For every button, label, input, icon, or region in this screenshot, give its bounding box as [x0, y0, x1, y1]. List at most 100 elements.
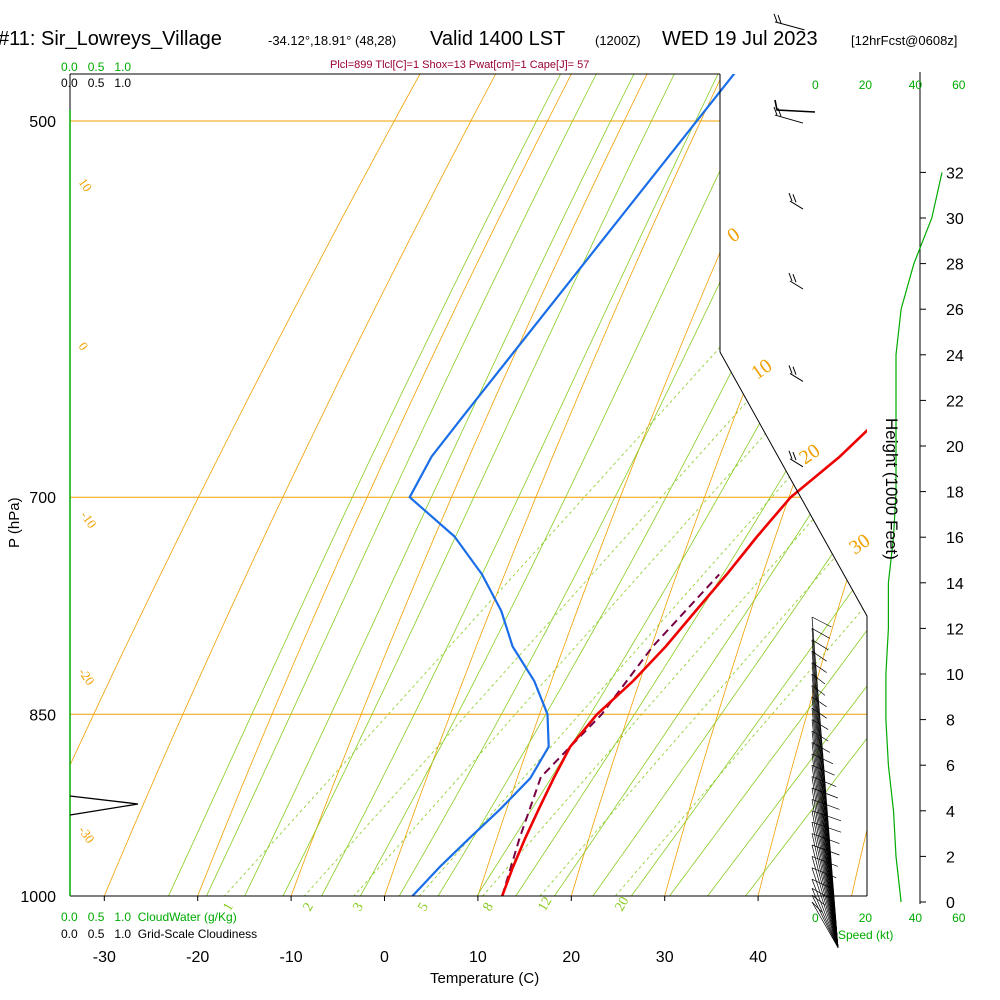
height-tick-label: 12 — [946, 621, 964, 638]
wind-shaft — [811, 822, 839, 948]
mixing-ratio-label: 12 — [535, 894, 555, 914]
height-tick-label: 4 — [946, 804, 955, 821]
wind-barb-upper — [774, 114, 804, 124]
wind-barb-top — [774, 99, 816, 113]
wind-barb-feather — [773, 13, 778, 23]
dry-adiabat-label: -30 — [76, 823, 98, 846]
moist-adiabat — [254, 74, 867, 896]
wind-shaft — [811, 844, 839, 948]
height-axis-title: Height (1000 Feet) — [882, 418, 901, 560]
moist-adiabat — [142, 74, 787, 896]
moist-adiabat — [628, 74, 867, 896]
x-tick-label: -10 — [280, 949, 303, 966]
wind-speed-profile — [885, 172, 943, 903]
wind-shaft — [811, 895, 839, 948]
dry-adiabat — [934, 0, 1000, 951]
height-tick-label: 32 — [946, 165, 964, 182]
wind-barb-upper — [789, 458, 804, 468]
moist-adiabat — [479, 74, 867, 896]
height-tick-label: 26 — [946, 302, 964, 319]
cloudwater-legend: 0.0 0.5 1.0 CloudWater (g/Kg) — [61, 910, 237, 924]
moist-adiabat — [329, 74, 867, 896]
height-tick-label: 6 — [946, 758, 955, 775]
x-tick-label: -20 — [186, 949, 209, 966]
wind-barb-feather — [788, 365, 793, 374]
dry-adiabat-label: 0 — [723, 223, 744, 247]
mixing-ratio-label: 5 — [415, 900, 431, 914]
x-tick-label: 10 — [469, 949, 487, 966]
wind-shaft — [811, 888, 839, 948]
wind-shaft — [811, 879, 839, 948]
cloudiness-scale-top: 0.0 0.5 1.0 — [61, 76, 132, 90]
dewpoint-profile — [408, 74, 736, 896]
zulu-time: (1200Z) — [595, 33, 641, 48]
mixing-ratio-line — [370, 74, 867, 896]
height-tick-label: 22 — [946, 393, 964, 410]
mixing-ratio-line — [434, 74, 867, 896]
wind-barb — [811, 628, 830, 639]
dry-adiabat — [554, 74, 867, 896]
wind-barb-feather — [792, 194, 797, 203]
dry-adiabat — [270, 74, 867, 896]
wind-shaft — [811, 901, 839, 948]
wind-shaft — [811, 616, 839, 948]
station-coords: -34.12°,18.91° (48,28) — [268, 33, 397, 48]
moist-adiabat — [553, 74, 867, 896]
speed-scale-top: 0 20 40 60 — [812, 78, 966, 92]
temperature-profile — [500, 428, 867, 896]
x-tick-label: 20 — [562, 949, 580, 966]
dry-adiabat — [176, 74, 867, 896]
dry-adiabat — [365, 74, 867, 896]
parcel-parameters: Plcl=899 Tlcl[C]=1 Shox=13 Pwat[cm]=1 Ca… — [330, 59, 590, 71]
pressure-tick-label: 700 — [29, 490, 56, 507]
wind-barb — [811, 901, 823, 913]
height-tick-label: 16 — [946, 530, 964, 547]
speed-label: Speed (kt) — [838, 928, 894, 942]
pressure-tick-label: 1000 — [20, 889, 56, 906]
wind-barb-feather — [792, 366, 797, 375]
mixing-ratio-line — [255, 74, 867, 896]
moist-adiabat — [217, 74, 867, 896]
wind-barb-feather — [773, 106, 778, 116]
x-tick-label: -30 — [93, 949, 116, 966]
upper-frame-outline — [719, 351, 868, 896]
wind-barb — [811, 662, 827, 673]
valid-time: Valid 1400 LST — [430, 28, 566, 50]
wind-barb — [811, 616, 832, 628]
parcel-trace — [501, 573, 720, 896]
dry-adiabat — [460, 74, 867, 896]
wind-barb-upper — [789, 280, 804, 290]
wind-barb-upper — [789, 373, 804, 382]
x-tick-label: 40 — [749, 949, 767, 966]
wind-barb-upper — [789, 200, 804, 210]
height-tick-label: 30 — [946, 211, 964, 228]
wind-shaft — [811, 856, 839, 948]
wind-barb — [811, 650, 827, 662]
station-title: #11: Sir_Lowreys_Village — [0, 28, 222, 50]
forecast-label: [12hrFcst@0608z] — [851, 33, 958, 48]
height-tick-label: 8 — [946, 713, 955, 730]
wind-barb-feather — [788, 450, 793, 460]
wind-barb — [811, 639, 829, 651]
dry-adiabat-label: 10 — [747, 355, 776, 384]
mixing-ratio-line — [492, 74, 867, 896]
mixing-ratio-line — [305, 74, 867, 896]
x-tick-label: 0 — [380, 949, 389, 966]
wind-barb-feather — [788, 192, 793, 202]
dry-adiabat-label: 30 — [845, 530, 874, 559]
dry-adiabat-label: 0 — [76, 339, 92, 353]
cloudwater-scale-top: 0.0 0.5 1.0 — [61, 60, 132, 74]
moist-adiabat — [180, 74, 859, 896]
mixing-ratio-line — [175, 74, 867, 896]
dry-adiabat-label: 10 — [76, 175, 96, 194]
wind-barb-upper — [774, 21, 805, 31]
dry-adiabat — [70, 74, 867, 896]
dry-adiabat-label: -20 — [76, 665, 98, 688]
wind-barb — [811, 888, 830, 899]
mixing-ratio-line — [568, 74, 867, 896]
pressure-tick-label: 850 — [29, 707, 56, 724]
dry-adiabat — [744, 74, 867, 896]
height-tick-label: 24 — [946, 348, 964, 365]
moist-adiabat — [665, 74, 867, 896]
